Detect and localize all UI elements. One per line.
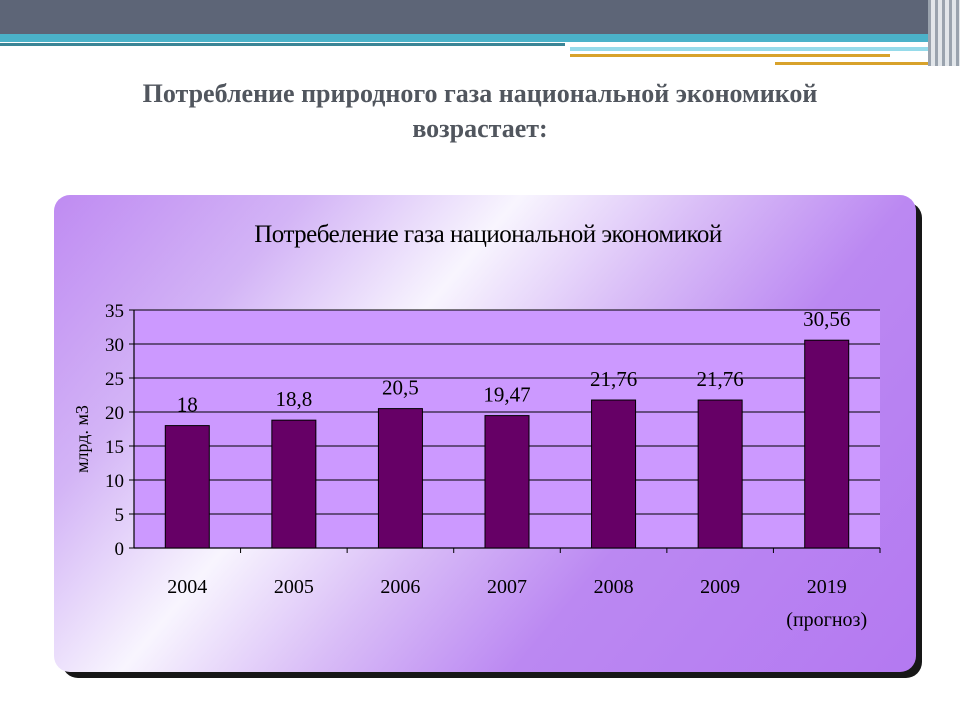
top-decor-stripe — [0, 34, 940, 42]
data-label: 21,76 — [697, 367, 744, 391]
x-tick-note: (прогноз) — [786, 609, 867, 631]
y-tick-label: 5 — [115, 505, 125, 526]
bar — [271, 419, 317, 549]
bar — [804, 339, 850, 549]
chart-title: Потребеление газа национальной экономико… — [254, 221, 722, 248]
x-tick-label: 2009 — [700, 576, 740, 598]
x-tick-label: 2004 — [167, 576, 207, 598]
slide-title: Потребление природного газа национальной… — [40, 76, 920, 146]
y-tick-label: 10 — [105, 471, 124, 492]
x-tick-label: 2008 — [594, 576, 634, 598]
top-decor-gold-line — [570, 54, 890, 57]
data-label: 18,8 — [275, 387, 312, 411]
x-tick-label: 2007 — [487, 576, 527, 598]
bar — [377, 408, 423, 549]
y-tick-label: 35 — [105, 301, 124, 322]
x-tick-label: 2019 — [807, 576, 847, 598]
data-label: 18 — [177, 393, 198, 417]
y-tick-label: 15 — [105, 437, 124, 458]
top-decor-gold-line — [775, 62, 945, 65]
y-tick-label: 30 — [105, 335, 124, 356]
y-tick-label: 25 — [105, 369, 124, 390]
slide-title-line-1: Потребление природного газа национальной… — [142, 79, 818, 108]
top-decor-line — [570, 47, 950, 51]
y-tick-label: 0 — [115, 539, 125, 560]
bar — [484, 415, 530, 549]
data-label: 30,56 — [803, 307, 850, 331]
x-tick-label: 2005 — [274, 576, 314, 598]
y-axis-title: млрд. м3 — [72, 405, 92, 473]
x-tick-label: 2006 — [380, 576, 420, 598]
corner-decor — [928, 0, 960, 66]
data-label: 19,47 — [483, 383, 530, 407]
top-decor-bar — [0, 0, 960, 34]
data-label: 20,5 — [382, 376, 419, 400]
bar — [591, 399, 637, 549]
bar — [697, 399, 743, 549]
slide-title-line-2: возрастает: — [412, 114, 548, 143]
bar — [164, 425, 210, 549]
data-label: 21,76 — [590, 367, 637, 391]
top-decor-line — [0, 43, 565, 46]
y-tick-label: 20 — [105, 403, 124, 424]
